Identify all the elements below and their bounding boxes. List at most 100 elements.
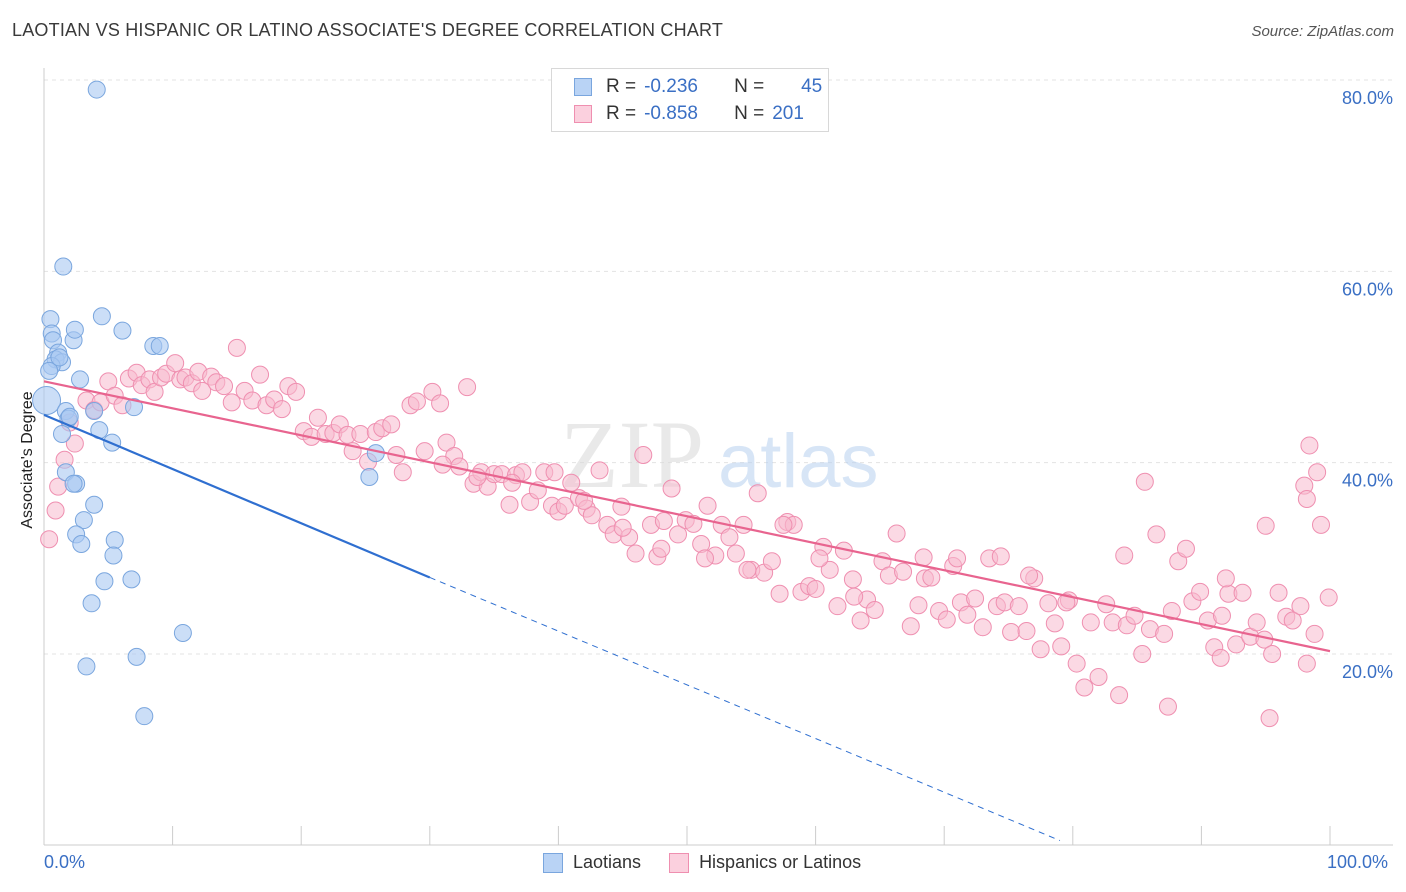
correlation-legend: R = -0.236 N = 45 R = -0.858 N = 201 [551, 68, 829, 132]
data-point-hispanics [1283, 611, 1302, 630]
data-point-hispanics [1305, 624, 1324, 643]
data-point-hispanics [1297, 654, 1316, 673]
data-point-hispanics [901, 617, 920, 636]
legend-r-value: -0.236 [644, 76, 698, 97]
data-point-hispanics [222, 393, 241, 412]
data-point-hispanics [555, 496, 574, 515]
data-point-hispanics [431, 394, 450, 413]
data-point-hispanics [738, 560, 757, 579]
data-point-laotians [150, 336, 169, 355]
data-point-hispanics [810, 549, 829, 568]
legend-r-label: R = [606, 103, 637, 124]
data-point-hispanics [966, 589, 985, 608]
legend-item-laotians[interactable]: Laotians [543, 852, 641, 873]
data-point-hispanics [748, 484, 767, 503]
data-point-hispanics [720, 528, 739, 547]
data-point-hispanics [1115, 546, 1134, 565]
data-point-hispanics [1135, 472, 1154, 491]
data-point-hispanics [1311, 515, 1330, 534]
data-point-hispanics [914, 548, 933, 567]
data-point-hispanics [1057, 593, 1076, 612]
data-point-hispanics [1155, 624, 1174, 643]
data-point-hispanics [1263, 645, 1282, 663]
legend-swatch-laotians [574, 78, 592, 96]
data-point-hispanics [1260, 709, 1279, 728]
data-point-hispanics [287, 382, 306, 401]
data-point-hispanics [909, 596, 928, 615]
data-point-laotians [72, 534, 91, 553]
legend-r-value: -0.858 [644, 103, 698, 124]
data-point-hispanics [762, 552, 781, 571]
data-point-hispanics [774, 515, 793, 534]
data-point-hispanics [545, 463, 564, 482]
watermark-atlas: atlas [718, 419, 879, 504]
data-point-hispanics [973, 618, 992, 637]
data-point-laotians [85, 402, 104, 421]
data-point-laotians [82, 594, 101, 613]
data-point-hispanics [382, 415, 401, 434]
y-axis-label: Associate's Degree [19, 391, 36, 529]
data-point-hispanics [215, 377, 234, 396]
data-point-hispanics [1045, 614, 1064, 633]
trend-lines [43, 380, 1331, 842]
data-point-hispanics [407, 392, 426, 411]
data-point-hispanics [634, 446, 653, 465]
data-point-hispanics [65, 434, 84, 453]
data-point-hispanics [1256, 516, 1275, 535]
legend-item-hispanics[interactable]: Hispanics or Latinos [669, 852, 861, 873]
y-tick-label: 80.0% [1342, 88, 1393, 108]
data-point-hispanics [1162, 601, 1181, 620]
data-point-hispanics [1147, 525, 1166, 544]
data-point-hispanics [1297, 490, 1316, 509]
data-point-hispanics [562, 473, 581, 492]
data-point-hispanics [1319, 588, 1338, 607]
data-point-hispanics [958, 605, 977, 624]
data-point-hispanics [851, 611, 870, 630]
legend-swatch-laotians [543, 852, 563, 873]
data-point-hispanics [734, 515, 753, 534]
data-point-hispanics [1233, 583, 1252, 602]
data-point-laotians [113, 321, 132, 340]
data-point-laotians [105, 531, 124, 550]
data-point-hispanics [1002, 622, 1021, 641]
legend-n-label: N = [734, 103, 765, 124]
data-point-hispanics [652, 539, 671, 558]
data-point-laotians [173, 623, 192, 642]
data-point-hispanics [698, 496, 717, 515]
data-point-hispanics [1009, 597, 1028, 616]
data-point-laotians [77, 657, 96, 676]
y-tick-label: 20.0% [1342, 662, 1393, 682]
data-point-hispanics [193, 381, 212, 400]
data-point-hispanics [1133, 645, 1152, 663]
data-point-laotians [40, 361, 59, 380]
data-point-laotians [85, 495, 104, 514]
data-point-hispanics [575, 491, 594, 510]
data-point-hispanics [1031, 640, 1050, 659]
legend-row-laotians: R = -0.236 N = 45 [574, 75, 822, 99]
source-label: Source: ZipAtlas.com [1251, 23, 1394, 40]
legend-swatch-hispanics [574, 105, 592, 123]
data-point-hispanics [1039, 594, 1058, 613]
data-point-laotians [53, 424, 72, 443]
data-point-laotians [87, 80, 106, 99]
data-point-laotians [74, 511, 93, 530]
data-point-hispanics [820, 560, 839, 579]
data-point-hispanics [166, 354, 185, 373]
data-point-hispanics [894, 562, 913, 581]
data-point-hispanics [46, 501, 65, 520]
data-point-hispanics [845, 587, 864, 606]
data-point-laotians [104, 546, 123, 565]
data-point-hispanics [500, 495, 519, 514]
data-point-hispanics [937, 610, 956, 629]
data-point-hispanics [1017, 622, 1036, 641]
data-point-hispanics [1216, 569, 1235, 588]
trend-line-laotians [43, 413, 431, 579]
data-point-hispanics [613, 518, 632, 537]
data-point-hispanics [1211, 648, 1230, 667]
x-tick-label-max: 100.0% [1327, 852, 1389, 872]
data-point-laotians [65, 320, 84, 339]
data-point-laotians [92, 307, 111, 326]
data-point-laotians [135, 707, 154, 726]
data-point-hispanics [1227, 635, 1246, 654]
y-tick-label: 40.0% [1342, 471, 1393, 491]
